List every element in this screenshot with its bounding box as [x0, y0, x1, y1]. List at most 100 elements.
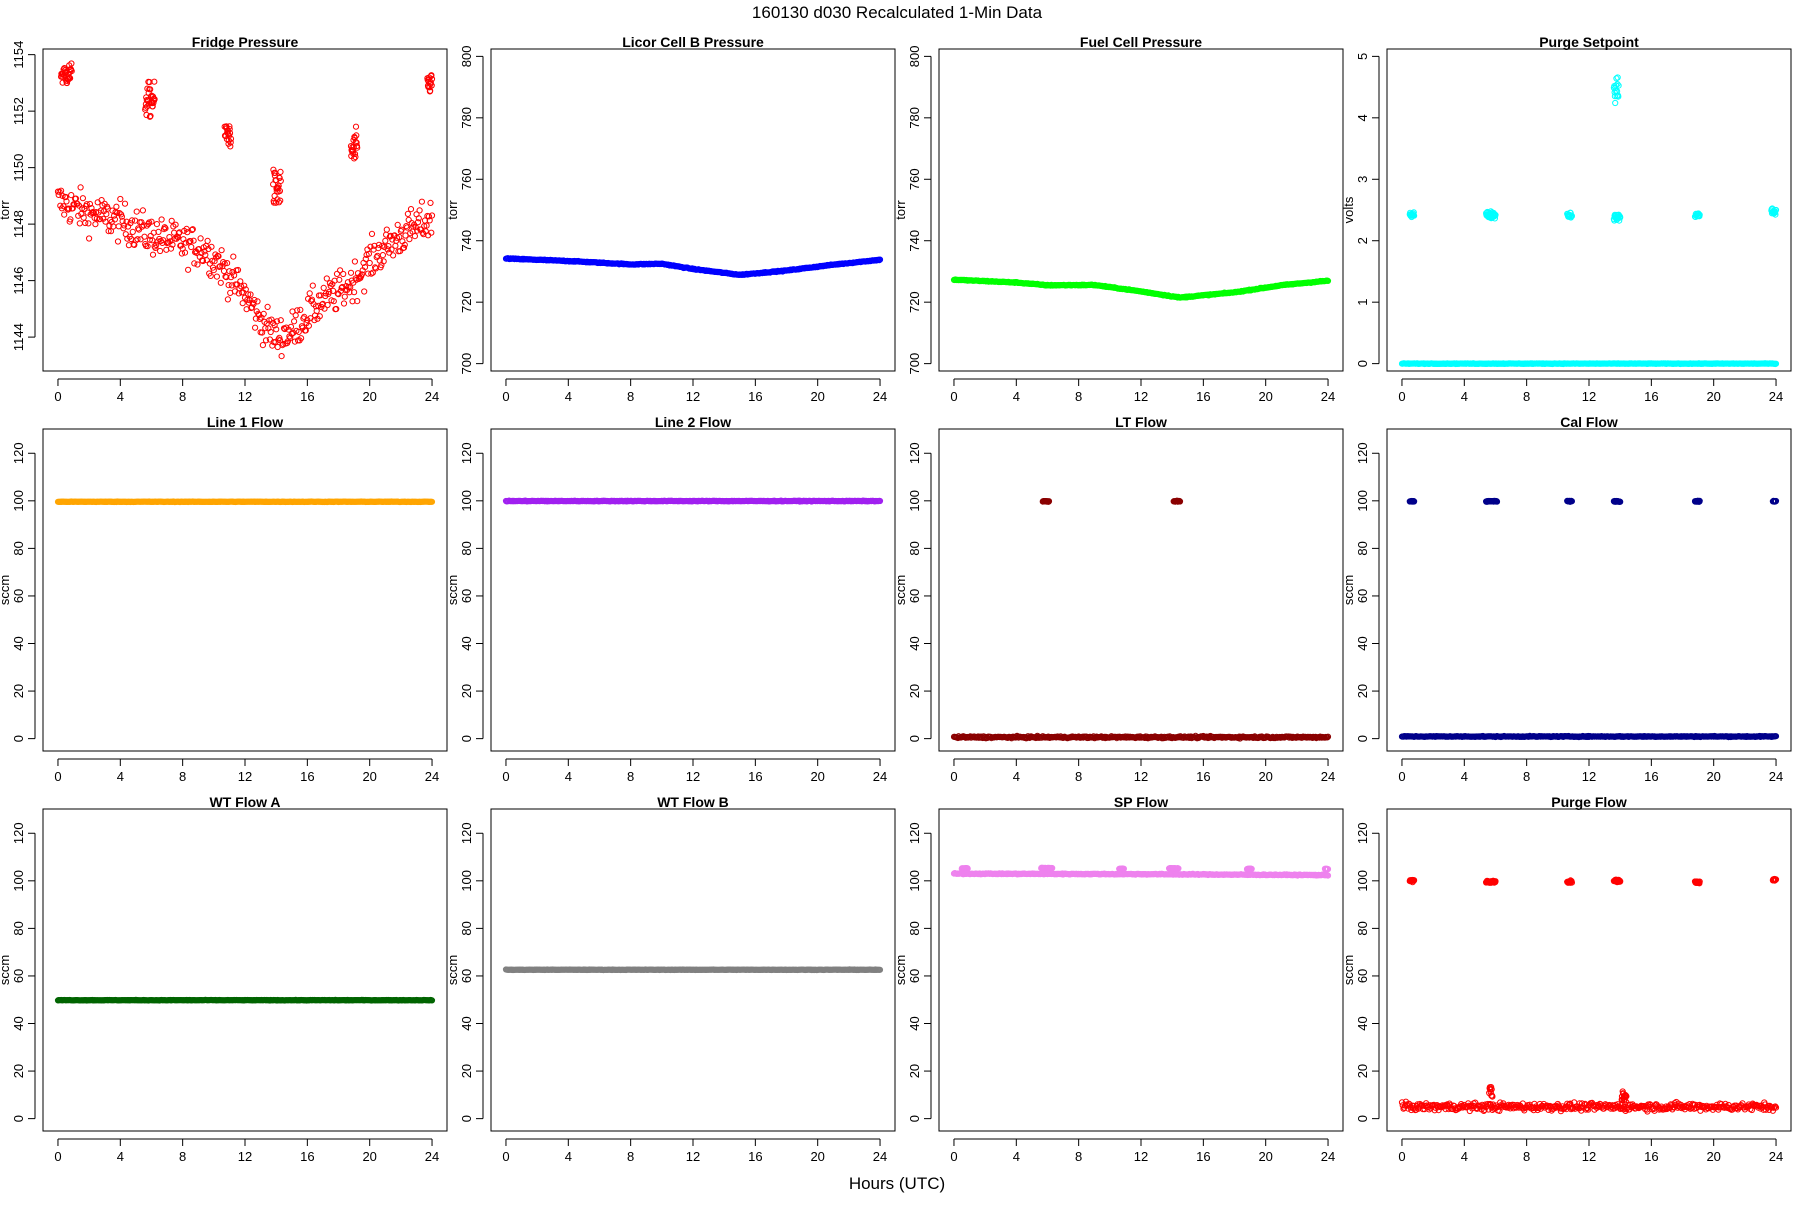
data-point: [186, 267, 191, 272]
y-tick-label: 1: [1355, 299, 1370, 306]
y-tick-label: 40: [1355, 636, 1370, 650]
x-tick-label: 24: [873, 389, 887, 404]
x-tick-label: 20: [810, 389, 824, 404]
data-points: [1399, 498, 1778, 740]
x-tick-label: 12: [1134, 769, 1148, 784]
x-tick-label: 0: [502, 389, 509, 404]
y-tick-label: 740: [907, 230, 922, 252]
y-tick-label: 120: [907, 442, 922, 464]
x-tick-label: 0: [54, 769, 61, 784]
y-axis-label: sccm: [893, 575, 908, 605]
data-point: [321, 285, 326, 290]
x-tick-label: 8: [1523, 389, 1530, 404]
x-tick-label: 20: [1258, 389, 1272, 404]
x-tick-label: 0: [54, 1149, 61, 1164]
data-point: [352, 259, 357, 264]
x-tick-label: 20: [362, 1149, 376, 1164]
panel-title: Line 2 Flow: [655, 414, 731, 430]
y-tick-label: 2: [1355, 237, 1370, 244]
data-point: [417, 208, 422, 213]
y-axis-label: torr: [445, 200, 460, 220]
data-point: [406, 217, 411, 222]
data-point: [192, 261, 197, 266]
x-tick-label: 20: [1706, 769, 1720, 784]
data-point: [391, 253, 396, 258]
x-tick-label: 8: [1523, 769, 1530, 784]
plot-frame: [939, 429, 1343, 751]
data-point: [307, 291, 312, 296]
data-point: [342, 294, 347, 299]
y-tick-label: 0: [11, 735, 26, 742]
data-point: [195, 262, 200, 267]
y-tick-label: 0: [907, 735, 922, 742]
data-point: [293, 313, 298, 318]
x-tick-label: 16: [1644, 769, 1658, 784]
plot-frame: [491, 429, 895, 751]
y-tick-label: 120: [11, 442, 26, 464]
y-tick-label: 1150: [11, 154, 26, 182]
data-point: [221, 268, 226, 273]
data-point: [324, 276, 329, 281]
data-point: [298, 307, 303, 312]
y-tick-label: 720: [459, 291, 474, 313]
data-points: [503, 256, 882, 278]
data-point: [419, 199, 424, 204]
x-tick-label: 20: [1706, 389, 1720, 404]
y-tick-label: 1148: [11, 210, 26, 238]
x-tick-label: 4: [1013, 389, 1020, 404]
data-point: [408, 207, 413, 212]
x-tick-label: 16: [748, 769, 762, 784]
x-tick-label: 16: [1644, 389, 1658, 404]
y-tick-label: 20: [907, 684, 922, 698]
figure-title: 160130 d030 Recalculated 1-Min Data: [752, 3, 1043, 22]
panel-title: Licor Cell B Pressure: [622, 34, 764, 50]
data-points: [55, 997, 434, 1003]
data-point: [362, 289, 367, 294]
data-point: [380, 253, 385, 258]
panel-title: WT Flow A: [209, 794, 280, 810]
data-points: [55, 499, 434, 505]
x-tick-label: 16: [300, 1149, 314, 1164]
data-point: [265, 304, 270, 309]
x-tick-label: 16: [300, 769, 314, 784]
data-point: [59, 188, 64, 193]
figure-xlabel: Hours (UTC): [849, 1174, 945, 1193]
y-tick-label: 100: [1355, 490, 1370, 512]
y-tick-label: 60: [907, 589, 922, 603]
y-tick-label: 5: [1355, 53, 1370, 60]
x-tick-label: 4: [1013, 769, 1020, 784]
y-axis-label: volts: [1341, 196, 1356, 223]
data-point: [1613, 100, 1618, 105]
y-tick-label: 800: [459, 46, 474, 68]
y-tick-label: 1146: [11, 267, 26, 295]
x-tick-label: 12: [238, 389, 252, 404]
panel-title: Fridge Pressure: [192, 34, 299, 50]
data-point: [140, 208, 145, 213]
x-tick-label: 16: [748, 389, 762, 404]
y-tick-label: 3: [1355, 176, 1370, 183]
data-point: [219, 248, 224, 253]
y-tick-label: 60: [11, 589, 26, 603]
y-tick-label: 800: [907, 46, 922, 68]
x-tick-label: 20: [810, 769, 824, 784]
data-point: [260, 343, 265, 348]
y-tick-label: 0: [1355, 735, 1370, 742]
data-points: [951, 277, 1330, 300]
data-point: [62, 212, 67, 217]
x-tick-label: 12: [238, 1149, 252, 1164]
x-tick-label: 12: [238, 769, 252, 784]
data-point: [80, 196, 85, 201]
x-tick-label: 4: [565, 389, 572, 404]
y-tick-label: 20: [11, 1064, 26, 1078]
x-tick-label: 8: [1075, 769, 1082, 784]
data-point: [428, 200, 433, 205]
y-tick-label: 40: [907, 636, 922, 650]
y-tick-label: 740: [459, 230, 474, 252]
y-axis-label: sccm: [445, 575, 460, 605]
x-tick-label: 0: [1398, 389, 1405, 404]
x-tick-label: 0: [1398, 769, 1405, 784]
x-tick-label: 8: [179, 769, 186, 784]
plot-frame: [1387, 429, 1791, 751]
